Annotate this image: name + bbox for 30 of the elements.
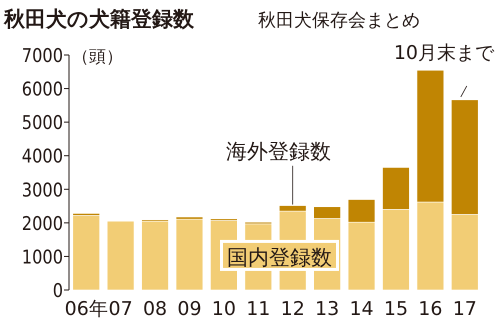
series-label: 海外登録数 [226,139,332,164]
x-tick-label: 12 [280,298,305,320]
x-tick-label: 07 [108,298,133,320]
bar [106,220,134,290]
x-tick-label: 08 [142,298,168,320]
y-tick-label: 2000 [22,212,70,235]
x-tick-label: 11 [246,298,270,320]
x-tick-label: 06年 [64,298,108,320]
x-tick-label: 15 [384,298,408,320]
y-tick-label: 4000 [22,146,70,168]
y-tick-label: 6000 [22,78,70,101]
series-label: 国内登録数 [227,245,332,270]
chart-title: 秋田犬の犬籍登録数 [3,7,195,31]
y-axis-title: （頭） [72,47,123,67]
y-tick-label: 1000 [22,246,70,268]
y-tick-label: 0 [52,280,65,302]
annotation: 10月末まで [394,42,495,64]
x-tick-label: 09 [177,298,202,320]
bar [176,218,204,290]
y-tick-label: 7000 [22,45,70,67]
y-tick-label: 3000 [22,179,70,202]
x-tick-label: 10 [212,298,236,320]
bar [72,215,100,290]
x-tick-label: 13 [315,298,340,320]
bar [141,220,169,290]
x-tick-label: 17 [452,298,477,320]
y-tick-label: 5000 [22,112,70,134]
x-tick-label: 14 [349,298,374,320]
chart-subtitle: 秋田犬保存会まとめ [258,10,420,31]
x-tick-label: 16 [418,298,442,320]
